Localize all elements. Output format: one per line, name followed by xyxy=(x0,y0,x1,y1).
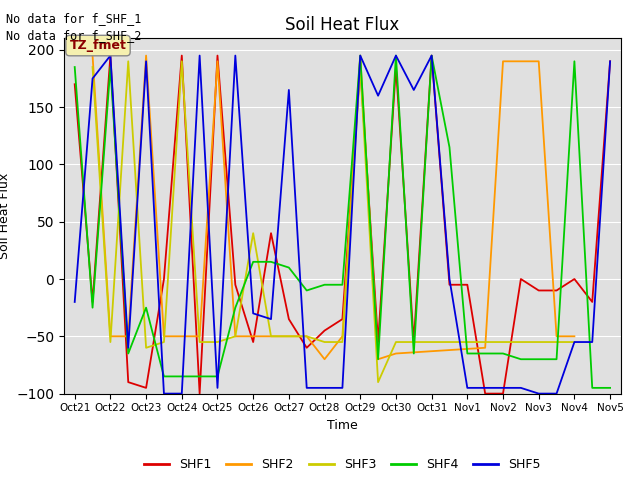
Y-axis label: Soil Heat Flux: Soil Heat Flux xyxy=(0,173,11,259)
Title: Soil Heat Flux: Soil Heat Flux xyxy=(285,16,399,34)
Text: No data for f_SHF_2: No data for f_SHF_2 xyxy=(6,29,142,42)
Text: No data for f_SHF_1: No data for f_SHF_1 xyxy=(6,12,142,25)
X-axis label: Time: Time xyxy=(327,419,358,432)
Text: TZ_fmet: TZ_fmet xyxy=(70,39,127,52)
Legend: SHF1, SHF2, SHF3, SHF4, SHF5: SHF1, SHF2, SHF3, SHF4, SHF5 xyxy=(139,453,546,476)
